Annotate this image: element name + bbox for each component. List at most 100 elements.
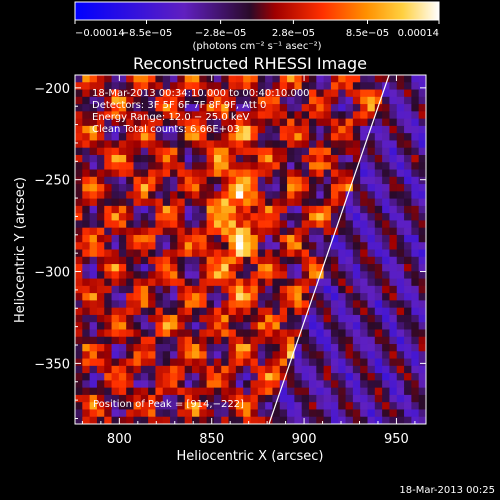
heatmap-cell [170,125,178,134]
heatmap-cell [265,402,274,411]
heatmap-cell [301,373,310,381]
heatmap-cell [360,75,369,83]
heatmap-cell [243,300,252,309]
heatmap-cell [104,162,113,171]
heatmap-cell [192,264,200,272]
heatmap-cell [418,75,426,83]
heatmap-cell [309,111,317,120]
heatmap-cell [345,154,354,163]
heatmap-cell [352,387,361,396]
heatmap-cell [309,205,317,214]
heatmap-cell [272,387,281,396]
heatmap-cell [330,213,339,222]
heatmap-cell [294,402,303,411]
heatmap-cell [301,380,310,389]
heatmap-cell [279,184,288,192]
heatmap-cell [338,314,347,323]
heatmap-cell [316,242,325,251]
heatmap-cell [213,402,222,411]
heatmap-cell [389,234,398,243]
heatmap-cell [118,344,127,352]
heatmap-cell [104,220,113,229]
heatmap-cell [213,104,222,112]
heatmap-cell [162,75,171,83]
heatmap-cell [104,184,113,192]
heatmap-cell [309,242,317,251]
heatmap-cell [367,213,376,222]
heatmap-cell [228,351,237,360]
heatmap-cell [301,111,310,120]
heatmap-cell [89,380,98,389]
heatmap-cell [104,358,113,367]
heatmap-cell [206,365,215,374]
heatmap-cell [184,336,193,345]
heatmap-cell [265,96,274,105]
heatmap-cell [360,147,369,156]
heatmap-cell [82,89,91,98]
heatmap-cell [360,351,369,360]
heatmap-cell [213,162,222,171]
heatmap-cell [82,184,91,192]
heatmap-cell [243,264,252,272]
heatmap-cell [418,169,426,178]
heatmap-cell [360,234,369,243]
heatmap-cell [184,394,193,403]
heatmap-cell [75,133,83,142]
heatmap-cell [382,358,391,367]
heatmap-cell [213,322,222,331]
heatmap-cell [382,96,391,105]
heatmap-cell [367,365,376,374]
heatmap-cell [192,394,200,403]
heatmap-cell [396,285,405,294]
heatmap-cell [279,271,288,280]
heatmap-cell [301,278,310,287]
heatmap-cell [345,264,354,272]
heatmap-cell [126,162,135,171]
heatmap-cell [345,307,354,316]
heatmap-cell [133,322,142,331]
heatmap-cell [155,300,164,309]
heatmap-cell [213,293,222,301]
heatmap-cell [330,154,339,163]
heatmap-cell [389,278,398,287]
heatmap-cell [279,220,288,229]
heatmap-cell [404,264,412,272]
heatmap-cell [265,300,274,309]
heatmap-cell [367,264,376,272]
heatmap-cell [345,147,354,156]
heatmap-cell [133,162,142,171]
heatmap-cell [404,285,412,294]
heatmap-cell [235,351,244,360]
heatmap-cell [411,380,420,389]
heatmap-cell [243,125,252,134]
heatmap-cell [140,213,149,222]
heatmap-cell [272,249,281,258]
heatmap-cell [213,125,222,134]
heatmap-cell [287,118,295,127]
heatmap-cell [170,82,178,91]
heatmap-cell [257,191,266,200]
heatmap-cell [126,380,135,389]
heatmap-cell [213,220,222,229]
heatmap-cell [396,300,405,309]
heatmap-cell [96,104,105,112]
heatmap-cell [162,104,171,112]
heatmap-cell [345,234,354,243]
heatmap-cell [411,75,420,83]
heatmap-cell [140,242,149,251]
heatmap-cell [235,314,244,323]
heatmap-cell [104,402,113,411]
heatmap-cell [75,104,83,112]
heatmap-cell [316,278,325,287]
heatmap-cell [287,169,295,178]
heatmap-cell [330,249,339,258]
heatmap-cell [170,380,178,389]
heatmap-cell [192,358,200,367]
heatmap-cell [170,307,178,316]
heatmap-cell [309,416,317,424]
heatmap-cell [374,154,383,163]
heatmap-cell [411,358,420,367]
heatmap-cell [367,176,376,185]
heatmap-cell [184,285,193,294]
heatmap-cell [170,416,178,424]
